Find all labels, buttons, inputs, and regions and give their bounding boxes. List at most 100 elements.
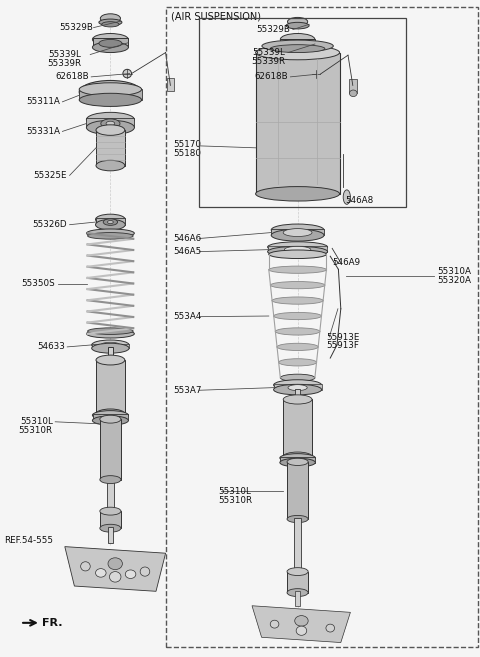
Text: 62618B: 62618B: [254, 72, 288, 81]
Ellipse shape: [101, 342, 120, 348]
Bar: [96, 218, 125, 225]
Bar: [96, 130, 125, 166]
Ellipse shape: [140, 567, 150, 576]
Bar: [107, 419, 114, 512]
Ellipse shape: [274, 380, 322, 390]
Ellipse shape: [109, 572, 121, 582]
Ellipse shape: [280, 42, 315, 53]
Text: 55339L: 55339L: [49, 50, 82, 59]
Bar: [294, 518, 301, 573]
Ellipse shape: [287, 40, 309, 47]
Ellipse shape: [349, 90, 357, 97]
Bar: [287, 572, 308, 593]
Ellipse shape: [256, 45, 340, 60]
Text: 55320A: 55320A: [437, 276, 471, 285]
Ellipse shape: [283, 452, 312, 461]
Bar: [199, 18, 406, 207]
Ellipse shape: [79, 81, 142, 103]
Ellipse shape: [96, 219, 125, 230]
Bar: [295, 389, 300, 401]
Ellipse shape: [269, 250, 326, 259]
Bar: [108, 347, 113, 360]
Ellipse shape: [287, 589, 308, 597]
Text: 55913F: 55913F: [326, 341, 359, 350]
Ellipse shape: [272, 297, 323, 304]
Ellipse shape: [274, 384, 322, 395]
Ellipse shape: [287, 459, 308, 465]
Ellipse shape: [96, 214, 125, 225]
Text: 55310R: 55310R: [218, 496, 252, 505]
Bar: [100, 511, 121, 528]
Ellipse shape: [287, 515, 308, 523]
Ellipse shape: [92, 42, 129, 53]
Ellipse shape: [312, 70, 320, 78]
Ellipse shape: [102, 22, 119, 27]
Ellipse shape: [86, 120, 134, 135]
Ellipse shape: [283, 229, 312, 237]
Ellipse shape: [256, 187, 340, 201]
Ellipse shape: [96, 568, 106, 578]
Bar: [295, 591, 300, 606]
Bar: [283, 399, 312, 457]
Text: 55310R: 55310R: [19, 426, 53, 436]
Text: 55339R: 55339R: [48, 58, 82, 68]
Bar: [271, 229, 324, 235]
Ellipse shape: [100, 415, 121, 423]
Text: FR.: FR.: [42, 618, 63, 628]
Ellipse shape: [96, 355, 125, 365]
Text: 546A6: 546A6: [173, 234, 201, 243]
Text: 54633: 54633: [37, 342, 65, 351]
Bar: [349, 79, 357, 93]
Ellipse shape: [270, 282, 325, 289]
Ellipse shape: [92, 411, 129, 420]
Bar: [274, 384, 322, 390]
Ellipse shape: [123, 70, 132, 78]
Ellipse shape: [81, 562, 90, 571]
Text: 546A9: 546A9: [332, 258, 360, 267]
Text: 55339L: 55339L: [253, 48, 286, 57]
Ellipse shape: [288, 17, 308, 26]
Ellipse shape: [86, 112, 134, 127]
Ellipse shape: [274, 313, 322, 320]
Text: 55311A: 55311A: [26, 97, 60, 106]
Ellipse shape: [88, 233, 133, 239]
Bar: [79, 89, 142, 100]
Text: 55329B: 55329B: [256, 25, 290, 34]
Ellipse shape: [343, 190, 350, 204]
Ellipse shape: [106, 121, 115, 125]
Ellipse shape: [86, 330, 134, 338]
Ellipse shape: [270, 620, 279, 628]
Text: 55913E: 55913E: [326, 332, 360, 342]
Ellipse shape: [79, 93, 142, 106]
Ellipse shape: [92, 340, 129, 350]
Bar: [167, 78, 174, 91]
Polygon shape: [65, 547, 166, 591]
Text: 55180: 55180: [173, 149, 201, 158]
Text: 55339R: 55339R: [252, 57, 286, 66]
Ellipse shape: [271, 224, 324, 236]
Ellipse shape: [96, 409, 125, 419]
Ellipse shape: [279, 359, 316, 366]
Ellipse shape: [268, 242, 327, 252]
Text: (AIR SUSPENSION): (AIR SUSPENSION): [171, 12, 261, 22]
Ellipse shape: [99, 39, 122, 47]
Ellipse shape: [280, 459, 315, 466]
Bar: [93, 414, 128, 420]
Ellipse shape: [271, 229, 324, 241]
Ellipse shape: [262, 40, 333, 52]
Text: REF.54-555: REF.54-555: [4, 535, 53, 545]
Bar: [108, 527, 113, 543]
Text: 62618B: 62618B: [55, 72, 89, 81]
Text: 553A4: 553A4: [173, 312, 201, 321]
Ellipse shape: [88, 87, 133, 103]
Ellipse shape: [100, 524, 121, 532]
Ellipse shape: [79, 83, 142, 96]
Ellipse shape: [108, 558, 122, 570]
Ellipse shape: [92, 416, 129, 425]
Ellipse shape: [277, 343, 318, 350]
Text: 55310L: 55310L: [218, 487, 251, 496]
Ellipse shape: [92, 34, 129, 45]
Text: 55325E: 55325E: [34, 171, 67, 180]
Text: 553A7: 553A7: [173, 386, 201, 395]
Bar: [100, 419, 121, 480]
